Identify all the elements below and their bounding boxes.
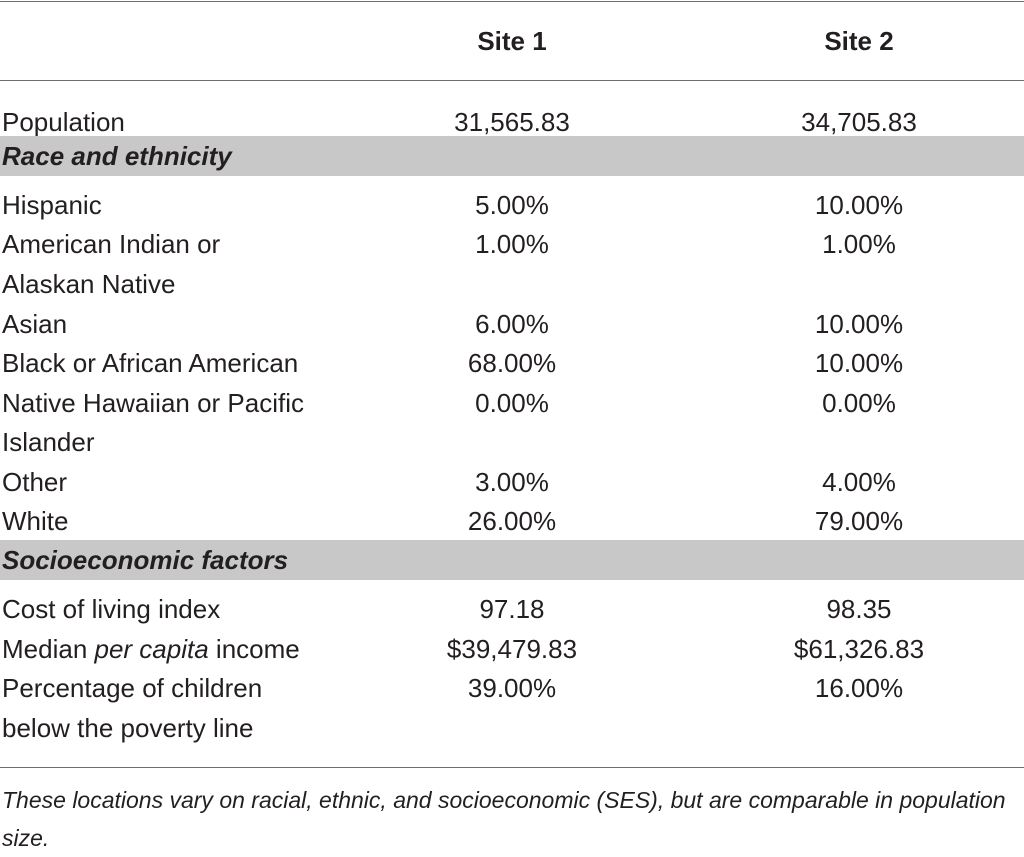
row-label: Hispanic: [2, 190, 102, 220]
cell-site2: 16.00%: [814, 673, 904, 703]
header-rule: [0, 80, 1024, 81]
cell-site2: 79.00%: [814, 506, 904, 536]
row-label: Percentage of children: [2, 673, 263, 703]
cell-site2: 1.00%: [822, 229, 896, 259]
table-top-rule: [0, 1, 1024, 2]
row-label: Median per capita income: [2, 629, 342, 669]
section-label: Socioeconomic factors: [2, 545, 289, 575]
cell-site1: 31,565.83: [454, 107, 570, 137]
row-label-line2: Islander: [2, 427, 95, 457]
row-label-line2: below the poverty line: [2, 713, 254, 743]
section-header-race: Race and ethnicity: [0, 136, 1024, 176]
cell-site1: 6.00%: [475, 309, 549, 339]
cell-site2: 0.00%: [822, 388, 896, 418]
cell-site1: 26.00%: [467, 506, 557, 536]
row-label-post: income: [208, 634, 300, 664]
cell-site2: 34,705.83: [801, 107, 917, 137]
section-label: Race and ethnicity: [2, 141, 232, 171]
cell-site2: 10.00%: [814, 309, 904, 339]
table-bottom-rule: [0, 767, 1024, 768]
cell-site2: $61,326.83: [793, 634, 925, 664]
row-label: Asian: [2, 309, 68, 339]
cell-site2: 10.00%: [814, 348, 904, 378]
row-label: American Indian or: [2, 229, 221, 259]
row-label: Black or African American: [2, 348, 299, 378]
cell-site1: 39.00%: [467, 673, 557, 703]
cell-site2: 98.35: [826, 594, 892, 624]
section-header-ses: Socioeconomic factors: [0, 540, 1024, 580]
column-header-site1: Site 1: [477, 26, 547, 56]
cell-site1: 97.18: [479, 594, 545, 624]
cell-site1: $39,479.83: [446, 634, 578, 664]
row-label: Other: [2, 467, 68, 497]
row-label: White: [2, 506, 69, 536]
row-label: Population: [2, 107, 125, 137]
cell-site1: 3.00%: [475, 467, 549, 497]
cell-site1: 5.00%: [475, 190, 549, 220]
row-label: Native Hawaiian or Pacific: [2, 388, 305, 418]
cell-site1: 68.00%: [467, 348, 557, 378]
cell-site2: 10.00%: [814, 190, 904, 220]
cell-site2: 4.00%: [822, 467, 896, 497]
row-label-pre: Median: [2, 634, 95, 664]
row-label-emphasis: per capita: [94, 634, 209, 664]
cell-site1: 1.00%: [475, 229, 549, 259]
column-header-site2: Site 2: [824, 26, 894, 56]
table-footnote: These locations vary on racial, ethnic, …: [2, 787, 1006, 851]
cell-site1: 0.00%: [475, 388, 549, 418]
row-label-line2: Alaskan Native: [2, 269, 176, 299]
row-label: Cost of living index: [2, 594, 221, 624]
